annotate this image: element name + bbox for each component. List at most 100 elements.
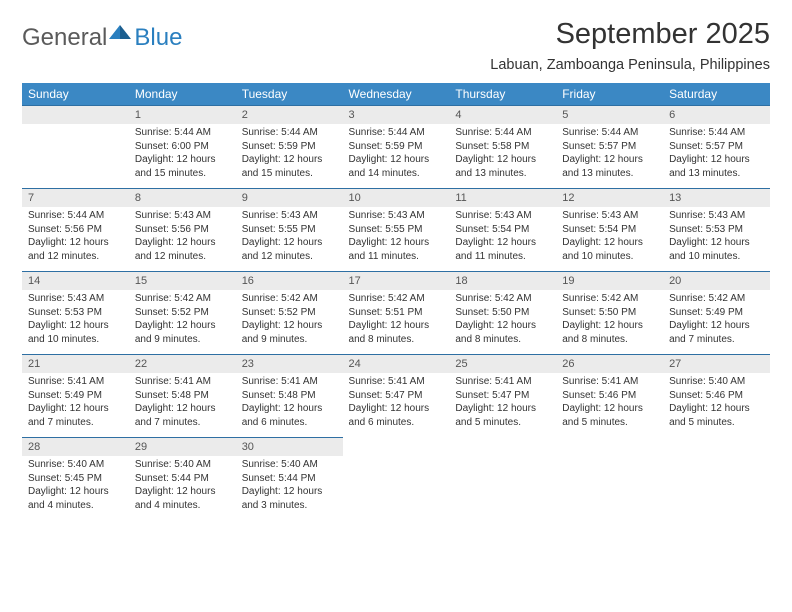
calendar-row: 21Sunrise: 5:41 AMSunset: 5:49 PMDayligh… (22, 354, 770, 437)
day-number: 5 (556, 105, 663, 124)
logo-mark-icon (109, 20, 131, 48)
empty-cell (449, 437, 556, 456)
calendar-cell (22, 105, 129, 188)
calendar-cell: 22Sunrise: 5:41 AMSunset: 5:48 PMDayligh… (129, 354, 236, 437)
weekday-header: Friday (556, 83, 663, 105)
logo-text-1: General (22, 24, 107, 52)
day-number: 12 (556, 188, 663, 207)
location: Labuan, Zamboanga Peninsula, Philippines (490, 57, 770, 73)
day-number: 19 (556, 271, 663, 290)
calendar-cell: 9Sunrise: 5:43 AMSunset: 5:55 PMDaylight… (236, 188, 343, 271)
logo-text-2: Blue (134, 24, 182, 52)
calendar-cell (663, 437, 770, 520)
day-details: Sunrise: 5:44 AMSunset: 5:58 PMDaylight:… (449, 124, 556, 188)
calendar-row: 1Sunrise: 5:44 AMSunset: 6:00 PMDaylight… (22, 105, 770, 188)
day-details: Sunrise: 5:43 AMSunset: 5:53 PMDaylight:… (22, 290, 129, 354)
day-details: Sunrise: 5:40 AMSunset: 5:45 PMDaylight:… (22, 456, 129, 520)
day-details: Sunrise: 5:42 AMSunset: 5:52 PMDaylight:… (129, 290, 236, 354)
day-number: 26 (556, 354, 663, 373)
calendar-cell: 23Sunrise: 5:41 AMSunset: 5:48 PMDayligh… (236, 354, 343, 437)
calendar-cell: 27Sunrise: 5:40 AMSunset: 5:46 PMDayligh… (663, 354, 770, 437)
calendar-cell: 12Sunrise: 5:43 AMSunset: 5:54 PMDayligh… (556, 188, 663, 271)
calendar-cell: 7Sunrise: 5:44 AMSunset: 5:56 PMDaylight… (22, 188, 129, 271)
day-details: Sunrise: 5:41 AMSunset: 5:49 PMDaylight:… (22, 373, 129, 437)
calendar-page: General Blue September 2025 Labuan, Zamb… (0, 0, 792, 520)
empty-cell (556, 437, 663, 456)
day-number: 4 (449, 105, 556, 124)
day-details: Sunrise: 5:40 AMSunset: 5:46 PMDaylight:… (663, 373, 770, 437)
day-details: Sunrise: 5:43 AMSunset: 5:55 PMDaylight:… (236, 207, 343, 271)
calendar-cell: 13Sunrise: 5:43 AMSunset: 5:53 PMDayligh… (663, 188, 770, 271)
day-number: 17 (343, 271, 450, 290)
weekday-header: Saturday (663, 83, 770, 105)
day-details: Sunrise: 5:44 AMSunset: 5:57 PMDaylight:… (556, 124, 663, 188)
day-details: Sunrise: 5:43 AMSunset: 5:54 PMDaylight:… (556, 207, 663, 271)
day-number: 23 (236, 354, 343, 373)
day-details: Sunrise: 5:41 AMSunset: 5:47 PMDaylight:… (449, 373, 556, 437)
weekday-header: Monday (129, 83, 236, 105)
calendar-cell (556, 437, 663, 520)
calendar-cell: 29Sunrise: 5:40 AMSunset: 5:44 PMDayligh… (129, 437, 236, 520)
calendar-cell: 24Sunrise: 5:41 AMSunset: 5:47 PMDayligh… (343, 354, 450, 437)
calendar-cell (449, 437, 556, 520)
calendar-cell: 2Sunrise: 5:44 AMSunset: 5:59 PMDaylight… (236, 105, 343, 188)
day-number: 22 (129, 354, 236, 373)
day-details: Sunrise: 5:40 AMSunset: 5:44 PMDaylight:… (129, 456, 236, 520)
day-number: 20 (663, 271, 770, 290)
title-block: September 2025 Labuan, Zamboanga Peninsu… (490, 18, 770, 81)
day-details: Sunrise: 5:44 AMSunset: 5:56 PMDaylight:… (22, 207, 129, 271)
day-details: Sunrise: 5:41 AMSunset: 5:47 PMDaylight:… (343, 373, 450, 437)
calendar-cell: 18Sunrise: 5:42 AMSunset: 5:50 PMDayligh… (449, 271, 556, 354)
calendar-row: 7Sunrise: 5:44 AMSunset: 5:56 PMDaylight… (22, 188, 770, 271)
calendar-cell: 28Sunrise: 5:40 AMSunset: 5:45 PMDayligh… (22, 437, 129, 520)
weekday-header: Thursday (449, 83, 556, 105)
calendar-row: 28Sunrise: 5:40 AMSunset: 5:45 PMDayligh… (22, 437, 770, 520)
logo: General Blue (22, 24, 182, 52)
day-details: Sunrise: 5:42 AMSunset: 5:51 PMDaylight:… (343, 290, 450, 354)
calendar-cell (343, 437, 450, 520)
calendar-cell: 6Sunrise: 5:44 AMSunset: 5:57 PMDaylight… (663, 105, 770, 188)
day-number: 24 (343, 354, 450, 373)
day-number: 2 (236, 105, 343, 124)
calendar-cell: 11Sunrise: 5:43 AMSunset: 5:54 PMDayligh… (449, 188, 556, 271)
day-number: 3 (343, 105, 450, 124)
day-details: Sunrise: 5:42 AMSunset: 5:50 PMDaylight:… (556, 290, 663, 354)
day-details: Sunrise: 5:44 AMSunset: 5:59 PMDaylight:… (343, 124, 450, 188)
day-details: Sunrise: 5:40 AMSunset: 5:44 PMDaylight:… (236, 456, 343, 520)
day-number: 25 (449, 354, 556, 373)
empty-cell (343, 437, 450, 456)
day-number: 10 (343, 188, 450, 207)
weekday-header: Sunday (22, 83, 129, 105)
day-details: Sunrise: 5:42 AMSunset: 5:49 PMDaylight:… (663, 290, 770, 354)
calendar-cell: 26Sunrise: 5:41 AMSunset: 5:46 PMDayligh… (556, 354, 663, 437)
day-details: Sunrise: 5:43 AMSunset: 5:54 PMDaylight:… (449, 207, 556, 271)
day-number: 28 (22, 437, 129, 456)
calendar-cell: 8Sunrise: 5:43 AMSunset: 5:56 PMDaylight… (129, 188, 236, 271)
calendar-cell: 1Sunrise: 5:44 AMSunset: 6:00 PMDaylight… (129, 105, 236, 188)
calendar-body: 1Sunrise: 5:44 AMSunset: 6:00 PMDaylight… (22, 105, 770, 520)
empty-cell (663, 437, 770, 456)
day-details: Sunrise: 5:42 AMSunset: 5:52 PMDaylight:… (236, 290, 343, 354)
day-details: Sunrise: 5:43 AMSunset: 5:55 PMDaylight:… (343, 207, 450, 271)
day-details: Sunrise: 5:43 AMSunset: 5:53 PMDaylight:… (663, 207, 770, 271)
day-number: 1 (129, 105, 236, 124)
weekday-header: Tuesday (236, 83, 343, 105)
day-number: 29 (129, 437, 236, 456)
page-title: September 2025 (490, 18, 770, 51)
day-number: 7 (22, 188, 129, 207)
day-number: 16 (236, 271, 343, 290)
day-details: Sunrise: 5:43 AMSunset: 5:56 PMDaylight:… (129, 207, 236, 271)
calendar-cell: 14Sunrise: 5:43 AMSunset: 5:53 PMDayligh… (22, 271, 129, 354)
calendar-row: 14Sunrise: 5:43 AMSunset: 5:53 PMDayligh… (22, 271, 770, 354)
calendar-cell: 30Sunrise: 5:40 AMSunset: 5:44 PMDayligh… (236, 437, 343, 520)
calendar-table: SundayMondayTuesdayWednesdayThursdayFrid… (22, 83, 770, 520)
calendar-cell: 20Sunrise: 5:42 AMSunset: 5:49 PMDayligh… (663, 271, 770, 354)
day-number: 30 (236, 437, 343, 456)
day-number: 18 (449, 271, 556, 290)
day-details: Sunrise: 5:41 AMSunset: 5:48 PMDaylight:… (129, 373, 236, 437)
day-details: Sunrise: 5:44 AMSunset: 5:57 PMDaylight:… (663, 124, 770, 188)
calendar-cell: 10Sunrise: 5:43 AMSunset: 5:55 PMDayligh… (343, 188, 450, 271)
calendar-cell: 19Sunrise: 5:42 AMSunset: 5:50 PMDayligh… (556, 271, 663, 354)
calendar-cell: 4Sunrise: 5:44 AMSunset: 5:58 PMDaylight… (449, 105, 556, 188)
day-details: Sunrise: 5:41 AMSunset: 5:48 PMDaylight:… (236, 373, 343, 437)
